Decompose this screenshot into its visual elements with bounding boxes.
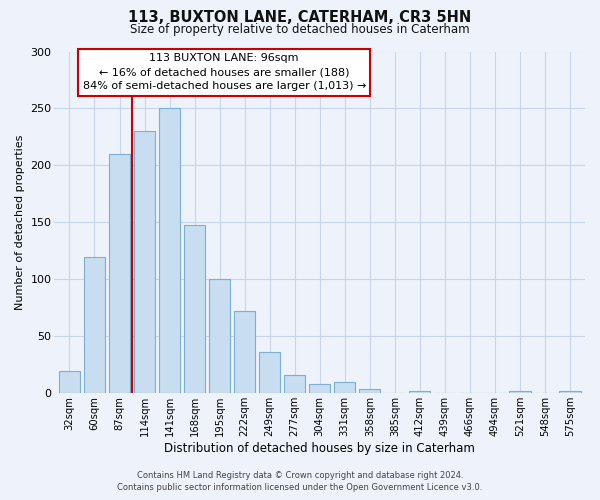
Bar	[84, 256, 105, 394]
Bar	[409, 391, 430, 394]
Bar	[334, 382, 355, 394]
Bar	[109, 154, 130, 394]
Text: 113, BUXTON LANE, CATERHAM, CR3 5HN: 113, BUXTON LANE, CATERHAM, CR3 5HN	[128, 10, 472, 25]
Bar	[59, 370, 80, 394]
Bar	[509, 391, 530, 394]
Bar	[259, 352, 280, 394]
X-axis label: Distribution of detached houses by size in Caterham: Distribution of detached houses by size …	[164, 442, 475, 455]
Text: 113 BUXTON LANE: 96sqm
← 16% of detached houses are smaller (188)
84% of semi-de: 113 BUXTON LANE: 96sqm ← 16% of detached…	[83, 53, 366, 91]
Bar	[559, 391, 581, 394]
Text: Contains HM Land Registry data © Crown copyright and database right 2024.
Contai: Contains HM Land Registry data © Crown c…	[118, 471, 482, 492]
Bar	[184, 224, 205, 394]
Bar	[284, 375, 305, 394]
Bar	[309, 384, 331, 394]
Y-axis label: Number of detached properties: Number of detached properties	[15, 134, 25, 310]
Bar	[159, 108, 180, 394]
Bar	[134, 132, 155, 394]
Bar	[359, 388, 380, 394]
Bar	[209, 280, 230, 394]
Bar	[234, 312, 255, 394]
Text: Size of property relative to detached houses in Caterham: Size of property relative to detached ho…	[130, 22, 470, 36]
